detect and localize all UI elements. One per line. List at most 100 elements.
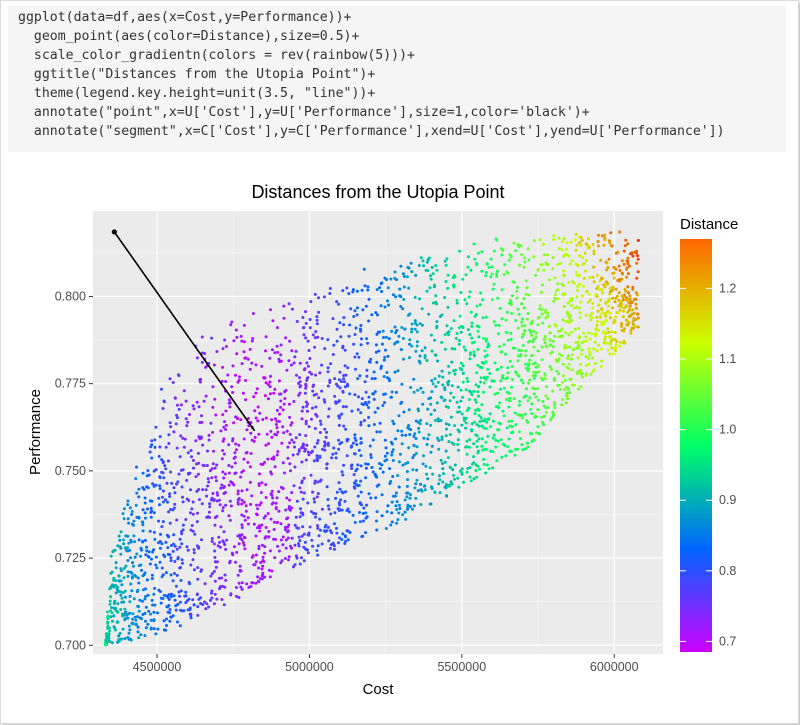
scatter-point <box>227 471 231 475</box>
scatter-point <box>185 599 189 603</box>
x-axis-label: Cost <box>363 681 395 698</box>
scatter-point <box>254 391 258 395</box>
scatter-point <box>198 421 202 424</box>
scatter-point <box>316 553 320 557</box>
scatter-point <box>205 464 209 467</box>
scatter-point <box>603 339 607 343</box>
scatter-point <box>588 350 591 354</box>
scatter-point <box>146 486 150 490</box>
scatter-point <box>240 523 244 527</box>
scatter-point <box>306 409 309 413</box>
scatter-point <box>191 459 195 462</box>
scatter-point <box>152 592 156 596</box>
scatter-point <box>139 554 142 558</box>
scatter-point <box>569 240 573 244</box>
scatter-point <box>296 452 300 456</box>
scatter-point <box>536 349 540 353</box>
scatter-point <box>353 309 357 313</box>
scatter-point <box>315 315 319 319</box>
scatter-point <box>305 361 309 365</box>
scatter-point <box>212 542 216 546</box>
scatter-point <box>270 493 274 497</box>
scatter-point <box>470 428 474 432</box>
scatter-point <box>118 545 122 549</box>
scatter-point <box>206 477 210 481</box>
x-tick-label: 5000000 <box>285 660 334 674</box>
scatter-point <box>323 347 327 351</box>
scatter-point <box>253 435 257 439</box>
scatter-point <box>313 292 317 296</box>
scatter-point <box>456 428 460 432</box>
scatter-point <box>444 449 448 453</box>
scatter-point <box>622 306 626 310</box>
scatter-point <box>375 430 379 434</box>
scatter-point <box>331 353 335 356</box>
scatter-point <box>567 333 571 337</box>
scatter-point <box>504 377 508 381</box>
scatter-point <box>243 356 247 360</box>
scatter-point <box>343 385 347 389</box>
scatter-point <box>325 466 329 470</box>
scatter-point <box>109 595 112 599</box>
scatter-point <box>396 518 400 522</box>
scatter-point <box>260 364 264 368</box>
scatter-point <box>223 472 227 476</box>
scatter-point <box>119 530 123 534</box>
scatter-point <box>520 320 524 324</box>
scatter-point <box>419 418 423 422</box>
scatter-point <box>521 344 525 347</box>
scatter-point <box>433 419 437 422</box>
scatter-point <box>401 463 405 467</box>
scatter-point <box>626 256 630 260</box>
scatter-point <box>301 497 305 501</box>
scatter-point <box>264 335 268 339</box>
scatter-point <box>365 403 369 407</box>
scatter-point <box>562 274 566 278</box>
scatter-point <box>380 463 384 467</box>
scatter-point <box>172 542 176 546</box>
scatter-point <box>502 386 506 390</box>
scatter-point <box>590 312 594 316</box>
scatter-point <box>360 288 364 292</box>
scatter-point <box>222 476 226 480</box>
scatter-point <box>167 442 171 445</box>
scatter-point <box>504 454 508 458</box>
scatter-point <box>524 292 528 296</box>
scatter-point <box>531 319 534 323</box>
scatter-point <box>134 503 138 507</box>
scatter-point <box>287 555 291 559</box>
scatter-point <box>356 408 360 412</box>
scatter-point <box>476 385 480 389</box>
scatter-point <box>150 573 154 577</box>
scatter-point <box>221 347 225 351</box>
scatter-point <box>556 297 560 301</box>
scatter-point <box>270 569 274 573</box>
scatter-point <box>432 283 436 287</box>
scatter-point <box>153 586 157 590</box>
scatter-point <box>588 298 592 302</box>
scatter-point <box>476 394 480 398</box>
scatter-point <box>142 487 146 491</box>
scatter-point <box>236 534 240 538</box>
scatter-point <box>323 427 327 431</box>
scatter-point <box>126 503 130 507</box>
scatter-point <box>400 326 404 329</box>
scatter-point <box>241 469 245 473</box>
scatter-point <box>284 525 287 529</box>
scatter-point <box>571 280 574 284</box>
scatter-point <box>240 538 244 542</box>
scatter-point <box>188 606 192 610</box>
scatter-point <box>606 310 610 314</box>
scatter-point <box>395 521 399 525</box>
scatter-point <box>575 243 579 247</box>
scatter-point <box>564 248 568 251</box>
scatter-point <box>375 510 379 514</box>
scatter-point <box>313 481 317 485</box>
scatter-point <box>137 636 141 640</box>
scatter-point <box>322 529 326 533</box>
scatter-point <box>413 486 417 490</box>
scatter-point <box>316 335 320 339</box>
scatter-point <box>221 506 225 510</box>
scatter-point <box>514 319 518 323</box>
scatter-point <box>317 310 321 314</box>
